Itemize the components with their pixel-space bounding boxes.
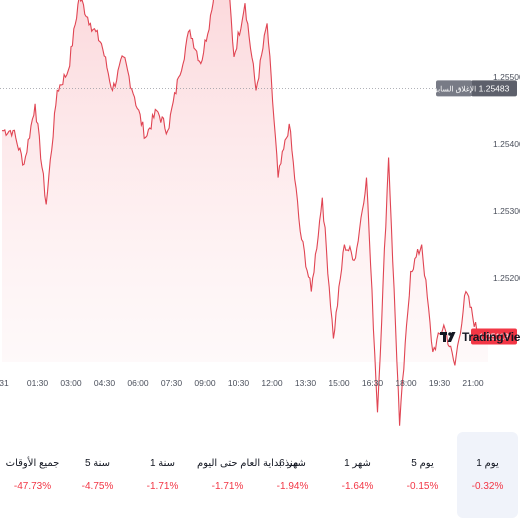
price-point[interactable]	[331, 337, 335, 341]
svg-text:1.25113: 1.25113	[479, 332, 509, 342]
x-tick-label: 01:30	[27, 378, 49, 388]
price-point[interactable]	[320, 196, 324, 200]
period-label: 5 يوم	[411, 458, 434, 469]
price-point[interactable]	[55, 88, 59, 92]
x-tick-label: 31	[0, 378, 9, 388]
price-area-fill	[2, 0, 488, 426]
price-point[interactable]	[188, 28, 192, 32]
y-tick-label: 1.25300	[493, 206, 520, 216]
price-point[interactable]	[11, 129, 15, 133]
price-point[interactable]	[398, 424, 402, 428]
x-tick-label: 10:30	[228, 378, 250, 388]
price-point[interactable]	[309, 290, 313, 294]
y-tick-label: 1.25200	[493, 273, 520, 283]
period-change-value: -0.32%	[471, 481, 504, 492]
x-tick-label: 18:00	[395, 378, 417, 388]
x-tick-label: 19:30	[429, 378, 451, 388]
period-label: 1 سنة	[149, 458, 176, 469]
price-point[interactable]	[409, 270, 413, 274]
x-tick-label: 03:00	[60, 378, 82, 388]
period-change-value: -47.73%	[13, 481, 52, 492]
price-point[interactable]	[155, 109, 159, 113]
tradingview-logo[interactable]: TradingView	[440, 330, 520, 344]
x-tick-label: 04:30	[94, 378, 116, 388]
price-series-line[interactable]	[1, 0, 489, 426]
price-point[interactable]	[133, 95, 137, 99]
price-point[interactable]	[243, 1, 247, 5]
x-tick-label: 06:00	[127, 378, 149, 388]
period-change-value: -1.71%	[146, 481, 179, 492]
previous-close-badge-bg	[471, 80, 517, 97]
previous-close-label: الإغلاق السابق	[432, 80, 476, 97]
period-change-value: -1.71%	[211, 481, 244, 492]
tradingview-logo-icon	[440, 332, 456, 342]
price-point[interactable]	[199, 62, 203, 66]
price-point[interactable]	[365, 176, 369, 180]
price-point[interactable]	[122, 55, 126, 59]
tradingview-logo-text: TradingView	[462, 330, 520, 344]
period-tab[interactable]: 1 يوم -0.32%	[457, 432, 518, 518]
price-point[interactable]	[44, 202, 48, 206]
period-label: 1 شهر	[344, 458, 371, 469]
period-tab[interactable]: جميع الأوقات -47.73%	[2, 432, 63, 518]
price-point[interactable]	[177, 75, 181, 79]
price-point[interactable]	[232, 55, 236, 59]
performance-periods: 1 يوم -0.32% 5 يوم -0.15% 1 شهر -1.64% 6 شهر -1…	[0, 432, 520, 520]
period-change-value: -0.15%	[406, 481, 439, 492]
period-label: 5 سنة	[84, 458, 111, 469]
price-point[interactable]	[298, 229, 302, 233]
x-tick-label: 07:30	[161, 378, 183, 388]
price-point[interactable]	[111, 88, 115, 92]
x-tick-label: 13:30	[295, 378, 317, 388]
price-point[interactable]	[342, 243, 346, 247]
price-point[interactable]	[464, 290, 468, 294]
price-point[interactable]	[387, 156, 391, 160]
period-tab[interactable]: 5 يوم -0.15%	[392, 432, 453, 518]
x-tick-label: 12:00	[261, 378, 283, 388]
price-point[interactable]	[33, 102, 37, 106]
price-point[interactable]	[210, 8, 214, 12]
price-point[interactable]	[22, 162, 26, 166]
price-point[interactable]	[0, 129, 4, 133]
x-tick-label: 09:00	[194, 378, 216, 388]
x-tick-label: 21:00	[462, 378, 484, 388]
previous-close-value: 1.25483	[479, 83, 510, 93]
period-tab[interactable]: 1 شهر -1.64%	[327, 432, 388, 518]
period-change-value: -1.94%	[276, 481, 309, 492]
price-point[interactable]	[442, 323, 446, 327]
price-point[interactable]	[88, 21, 92, 25]
price-point[interactable]	[66, 68, 70, 72]
price-point[interactable]	[453, 363, 457, 367]
last-price-badge: 1.25113	[471, 328, 517, 345]
price-point[interactable]	[276, 176, 280, 180]
period-label: 6 شهر	[279, 458, 306, 469]
y-tick-label: 1.25400	[493, 139, 520, 149]
price-point[interactable]	[144, 135, 148, 139]
period-change-value: -1.64%	[341, 481, 374, 492]
price-point[interactable]	[166, 129, 170, 133]
price-point[interactable]	[254, 88, 258, 92]
period-tab[interactable]: 1 سنة -1.71%	[132, 432, 193, 518]
price-point[interactable]	[99, 42, 103, 46]
period-tab[interactable]: 6 شهر -1.94%	[262, 432, 323, 518]
period-tab[interactable]: منذ بداية العام حتى اليوم -1.71%	[197, 432, 299, 518]
price-point[interactable]	[420, 243, 424, 247]
price-point[interactable]	[431, 350, 435, 354]
price-point[interactable]	[265, 21, 269, 25]
period-label: جميع الأوقات	[5, 458, 60, 469]
price-chart[interactable]: 1.25500 1.25400 1.25300 1.25200 31 01:30 03:0…	[0, 0, 520, 432]
period-tab[interactable]: 5 سنة -4.75%	[67, 432, 128, 518]
x-tick-label: 15:00	[328, 378, 350, 388]
svg-text:الإغلاق السابق: الإغلاق السابق	[432, 84, 476, 93]
price-point[interactable]	[287, 122, 291, 126]
price-point[interactable]	[354, 256, 358, 260]
period-change-value: -4.75%	[81, 481, 114, 492]
period-label: 1 يوم	[476, 458, 499, 469]
x-tick-label: 16:30	[362, 378, 384, 388]
period-label: منذ بداية العام حتى اليوم	[197, 458, 299, 469]
y-tick-label: 1.25500	[493, 72, 520, 82]
price-point[interactable]	[376, 410, 380, 414]
